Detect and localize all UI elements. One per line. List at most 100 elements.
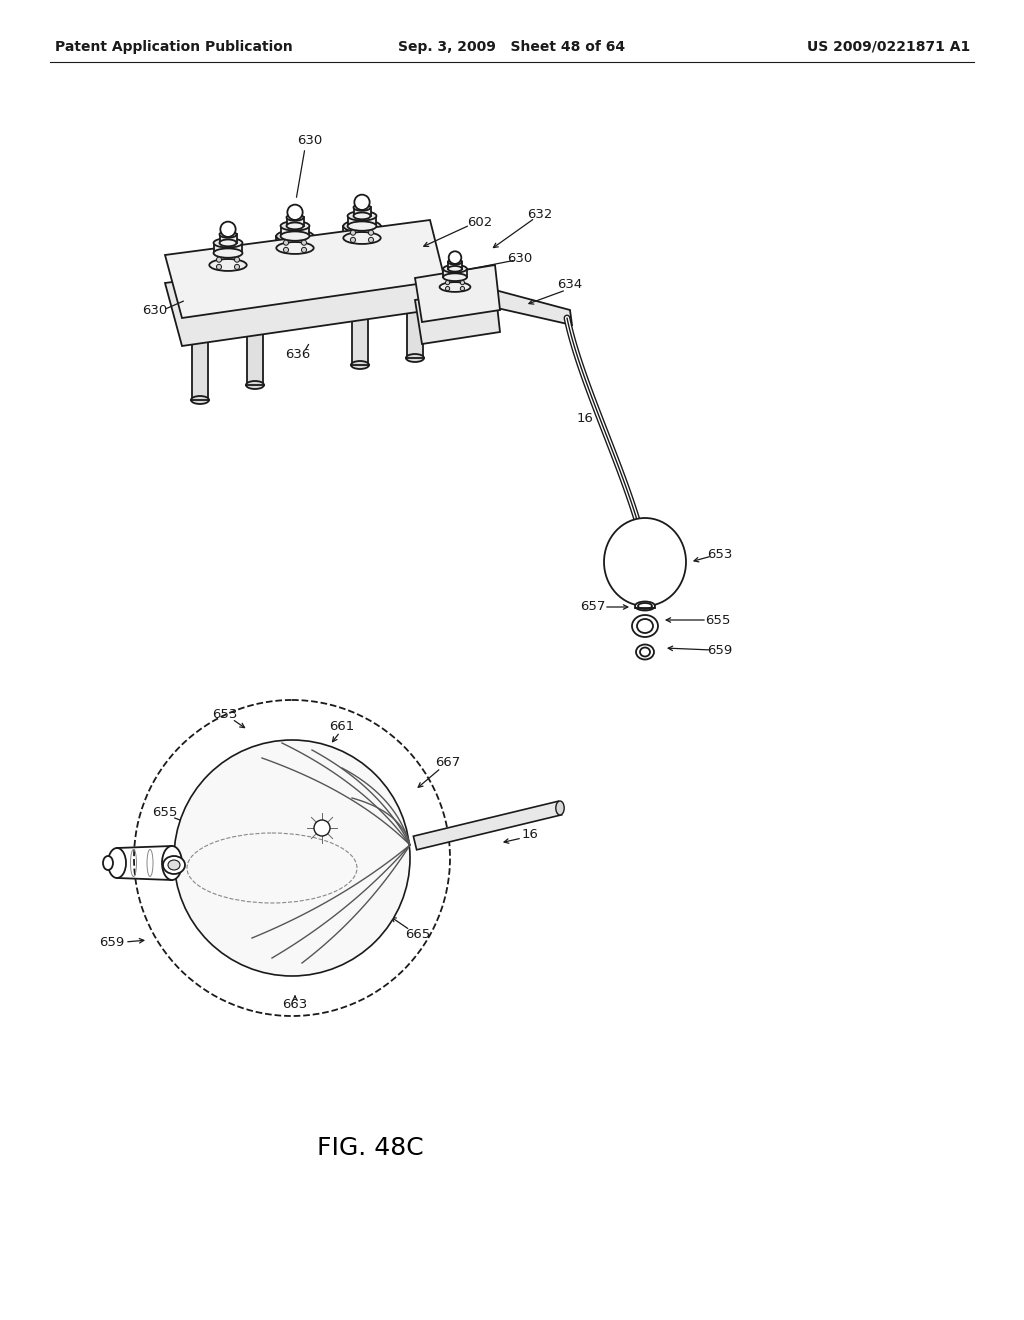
Text: 663: 663 bbox=[283, 998, 307, 1011]
Circle shape bbox=[220, 222, 236, 238]
Text: 665: 665 bbox=[406, 928, 431, 941]
Polygon shape bbox=[415, 265, 500, 322]
Text: 630: 630 bbox=[507, 252, 532, 264]
Circle shape bbox=[445, 281, 450, 285]
Ellipse shape bbox=[246, 381, 264, 389]
Text: 655: 655 bbox=[153, 805, 178, 818]
Circle shape bbox=[284, 240, 289, 246]
Circle shape bbox=[234, 264, 240, 269]
Ellipse shape bbox=[443, 273, 467, 281]
Ellipse shape bbox=[353, 205, 371, 211]
Ellipse shape bbox=[449, 259, 462, 264]
Circle shape bbox=[461, 286, 465, 290]
Text: 653: 653 bbox=[708, 549, 733, 561]
Circle shape bbox=[284, 247, 289, 252]
Circle shape bbox=[354, 194, 370, 210]
Ellipse shape bbox=[219, 239, 237, 247]
Ellipse shape bbox=[191, 396, 209, 404]
Circle shape bbox=[301, 240, 306, 246]
Ellipse shape bbox=[439, 272, 470, 282]
Polygon shape bbox=[407, 296, 423, 358]
Ellipse shape bbox=[439, 282, 470, 292]
Text: 653: 653 bbox=[212, 709, 238, 722]
Ellipse shape bbox=[287, 223, 303, 230]
Polygon shape bbox=[287, 218, 303, 226]
Ellipse shape bbox=[556, 801, 564, 814]
Text: 667: 667 bbox=[435, 755, 461, 768]
Polygon shape bbox=[193, 338, 208, 400]
Text: 16: 16 bbox=[521, 829, 539, 842]
Circle shape bbox=[174, 741, 410, 975]
Ellipse shape bbox=[604, 517, 686, 606]
Ellipse shape bbox=[443, 265, 467, 273]
Ellipse shape bbox=[214, 248, 243, 257]
Ellipse shape bbox=[168, 861, 180, 870]
Polygon shape bbox=[449, 261, 462, 269]
Circle shape bbox=[461, 281, 465, 285]
Polygon shape bbox=[352, 304, 368, 366]
Text: 16: 16 bbox=[577, 412, 594, 425]
Ellipse shape bbox=[636, 644, 654, 660]
Ellipse shape bbox=[638, 603, 652, 609]
Polygon shape bbox=[247, 323, 263, 385]
Circle shape bbox=[234, 257, 240, 263]
Text: 636: 636 bbox=[286, 348, 310, 362]
Circle shape bbox=[288, 205, 303, 220]
Ellipse shape bbox=[281, 222, 309, 231]
Circle shape bbox=[301, 247, 306, 252]
Ellipse shape bbox=[637, 619, 653, 634]
Circle shape bbox=[445, 286, 450, 290]
Polygon shape bbox=[276, 236, 313, 248]
Polygon shape bbox=[353, 207, 371, 216]
Ellipse shape bbox=[276, 242, 313, 253]
Circle shape bbox=[216, 264, 221, 269]
Circle shape bbox=[369, 238, 374, 243]
Circle shape bbox=[350, 230, 355, 235]
Polygon shape bbox=[214, 243, 243, 253]
Text: 655: 655 bbox=[706, 614, 731, 627]
Text: 659: 659 bbox=[99, 936, 125, 949]
Polygon shape bbox=[281, 226, 309, 236]
Polygon shape bbox=[209, 253, 247, 265]
Text: 632: 632 bbox=[527, 209, 553, 222]
Polygon shape bbox=[414, 801, 561, 850]
Ellipse shape bbox=[351, 360, 369, 370]
Polygon shape bbox=[443, 269, 467, 277]
Ellipse shape bbox=[343, 232, 381, 244]
Ellipse shape bbox=[281, 231, 309, 240]
Polygon shape bbox=[165, 220, 445, 318]
Ellipse shape bbox=[640, 648, 650, 656]
Ellipse shape bbox=[635, 602, 655, 610]
Text: 657: 657 bbox=[581, 601, 605, 614]
Polygon shape bbox=[343, 226, 381, 238]
Ellipse shape bbox=[449, 267, 462, 272]
Circle shape bbox=[350, 238, 355, 243]
Ellipse shape bbox=[343, 220, 381, 232]
Polygon shape bbox=[347, 216, 377, 226]
Text: Patent Application Publication: Patent Application Publication bbox=[55, 40, 293, 54]
Ellipse shape bbox=[276, 230, 313, 242]
Circle shape bbox=[369, 230, 374, 235]
Text: 630: 630 bbox=[297, 133, 323, 147]
Ellipse shape bbox=[209, 259, 247, 271]
Ellipse shape bbox=[347, 222, 377, 231]
Ellipse shape bbox=[632, 615, 658, 638]
Text: 630: 630 bbox=[142, 304, 168, 317]
Text: 634: 634 bbox=[557, 279, 583, 292]
Ellipse shape bbox=[162, 846, 182, 880]
Polygon shape bbox=[415, 286, 500, 345]
Text: 602: 602 bbox=[467, 215, 493, 228]
Text: 661: 661 bbox=[330, 721, 354, 734]
Circle shape bbox=[449, 251, 461, 264]
Circle shape bbox=[314, 820, 330, 836]
Ellipse shape bbox=[108, 847, 126, 878]
Ellipse shape bbox=[209, 247, 247, 259]
Circle shape bbox=[216, 257, 221, 263]
Text: 657: 657 bbox=[224, 866, 250, 879]
Text: Sep. 3, 2009   Sheet 48 of 64: Sep. 3, 2009 Sheet 48 of 64 bbox=[398, 40, 626, 54]
Ellipse shape bbox=[214, 238, 243, 248]
Polygon shape bbox=[439, 277, 470, 286]
Ellipse shape bbox=[347, 211, 377, 220]
Text: US 2009/0221871 A1: US 2009/0221871 A1 bbox=[807, 40, 970, 54]
Polygon shape bbox=[219, 235, 237, 243]
